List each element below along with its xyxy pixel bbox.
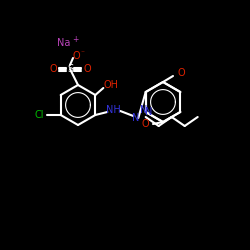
Text: N: N bbox=[145, 107, 152, 117]
Text: +: + bbox=[72, 36, 78, 44]
Text: Na: Na bbox=[57, 38, 71, 48]
Text: O: O bbox=[72, 51, 80, 61]
Text: NH: NH bbox=[106, 105, 121, 115]
Text: Cl: Cl bbox=[35, 110, 44, 120]
Text: O: O bbox=[141, 119, 149, 129]
Text: O: O bbox=[83, 64, 91, 74]
Text: N: N bbox=[132, 113, 139, 123]
Text: ⁻: ⁻ bbox=[80, 48, 84, 58]
Text: O: O bbox=[49, 64, 57, 74]
Text: OH: OH bbox=[104, 80, 119, 90]
Text: O: O bbox=[177, 68, 185, 78]
Text: S: S bbox=[67, 64, 73, 74]
Text: N: N bbox=[140, 105, 147, 115]
